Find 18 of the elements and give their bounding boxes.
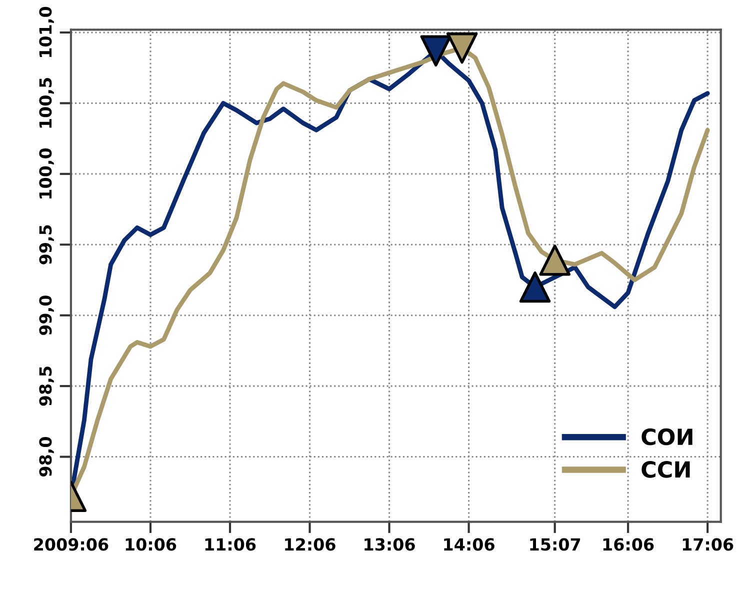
legend-label: ССИ bbox=[642, 461, 690, 478]
x-tick-label: 13:06 bbox=[364, 538, 415, 551]
y-tick-label: 100,5 bbox=[39, 78, 54, 128]
legend-label: СОИ bbox=[642, 428, 692, 446]
x-tick-label: 11:06 bbox=[205, 538, 256, 551]
y-tick-label: 99,5 bbox=[39, 225, 54, 264]
y-tick-label: 98,5 bbox=[39, 366, 54, 406]
y-tick-label: 98,0 bbox=[39, 437, 54, 476]
y-tick-label: 101,0 bbox=[39, 6, 54, 57]
x-tick-label: 10:06 bbox=[126, 538, 176, 551]
x-tick-label: 14:06 bbox=[444, 538, 494, 551]
x-tick-label: 16:06 bbox=[603, 538, 654, 551]
y-tick-label: 99,0 bbox=[39, 296, 54, 336]
x-tick-label: 12:06 bbox=[285, 538, 336, 551]
x-tick-label: 15:07 bbox=[530, 538, 580, 551]
x-tick-label: 2009:06 bbox=[34, 538, 108, 551]
x-tick-label: 17:06 bbox=[682, 538, 734, 551]
y-tick-label: 100,0 bbox=[39, 148, 54, 198]
